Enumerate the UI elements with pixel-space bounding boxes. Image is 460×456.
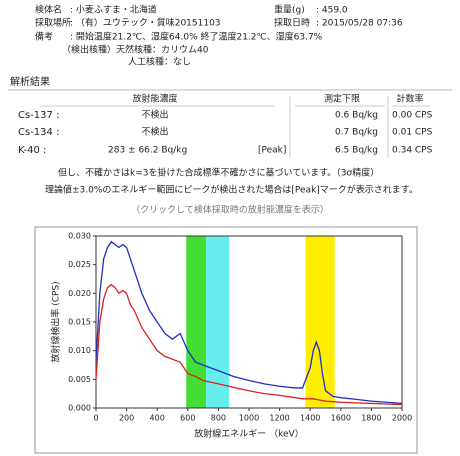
y-tick-label: 0.030 xyxy=(68,232,91,241)
detection-limit: 6.5 Bq/kg xyxy=(335,146,378,156)
concentration: 不検出 xyxy=(141,109,168,121)
nuclide: K-40 : xyxy=(18,145,46,156)
column-header: 計数率 xyxy=(396,93,423,105)
count-rate: 0.01 CPS xyxy=(392,128,433,138)
y-tick-label: 0.015 xyxy=(68,318,91,327)
y-tick-label: 0.020 xyxy=(68,289,91,298)
concentration: 不検出 xyxy=(141,126,168,138)
note: （検出核種）天然核種：カリウム40 xyxy=(62,44,209,56)
energy-band xyxy=(305,236,335,408)
field-value: : 459.0 xyxy=(316,6,348,16)
concentration: 283 ± 66.2 Bq/kg xyxy=(108,146,187,156)
nuclide: Cs-134 : xyxy=(18,127,59,138)
count-rate: 0.00 CPS xyxy=(392,111,433,121)
field-label: 採取日時 xyxy=(274,17,310,29)
energy-band xyxy=(186,236,207,408)
spectrum-line xyxy=(95,283,403,406)
field-label: 重量(g) xyxy=(274,4,305,16)
field-label: 検体名 xyxy=(35,4,62,16)
y-tick-label: 0.010 xyxy=(68,346,91,355)
field-value: : 小麦ふすま・北海道 xyxy=(70,4,157,16)
x-tick-label: 1600 xyxy=(331,414,351,423)
field-value: : （有）ユウテック・質味20151103 xyxy=(70,17,221,29)
x-tick-label: 1000 xyxy=(239,414,259,423)
x-tick-label: 0 xyxy=(93,414,98,423)
field-value: : 2015/05/28 07:36 xyxy=(316,19,403,29)
note: 人工核種：なし xyxy=(128,56,191,68)
x-tick-label: 600 xyxy=(180,414,195,423)
column-header: 測定下限 xyxy=(324,93,360,105)
x-tick-label: 200 xyxy=(119,414,134,423)
y-tick-label: 0.025 xyxy=(68,260,91,269)
spectrum-line xyxy=(95,240,403,405)
x-tick-label: 1800 xyxy=(361,414,381,423)
field-label: 備考 xyxy=(35,31,53,43)
detail-link[interactable]: （クリックして検体採取時の放射能濃度を表示） xyxy=(131,204,329,216)
x-axis-label: 放射線エネルギー （keV） xyxy=(194,428,303,440)
x-tick-label: 1400 xyxy=(300,414,320,423)
y-axis-label: 放射線検出率 (CPS) xyxy=(50,281,62,362)
detection-limit: 0.6 Bq/kg xyxy=(335,111,378,121)
section-title: 解析結果 xyxy=(10,75,50,88)
note: 但し、不確かさはk=3を掛けた合成標準不確かさに基づいています。（3σ精度） xyxy=(58,167,379,179)
y-tick-label: 0.005 xyxy=(68,375,91,384)
count-rate: 0.34 CPS xyxy=(392,146,433,156)
peak-mark: [Peak] xyxy=(258,146,286,156)
nuclide: Cs-137 : xyxy=(18,110,59,121)
y-tick-label: 0.000 xyxy=(68,404,91,413)
column-header: 放射能濃度 xyxy=(132,93,177,105)
energy-band xyxy=(206,236,230,408)
field-label: 採取場所 xyxy=(35,17,71,29)
x-tick-label: 800 xyxy=(211,414,226,423)
detection-limit: 0.7 Bq/kg xyxy=(335,128,378,138)
x-tick-label: 1200 xyxy=(269,414,289,423)
x-tick-label: 400 xyxy=(150,414,165,423)
x-tick-label: 2000 xyxy=(392,414,412,423)
note: 理論値±3.0%のエネルギー範囲にピークが検出された場合は[Peak]マークが表… xyxy=(45,184,418,196)
field-value: : 開始温度21.2℃、湿度64.0% 終了温度21.2℃、湿度63.7% xyxy=(70,31,323,43)
